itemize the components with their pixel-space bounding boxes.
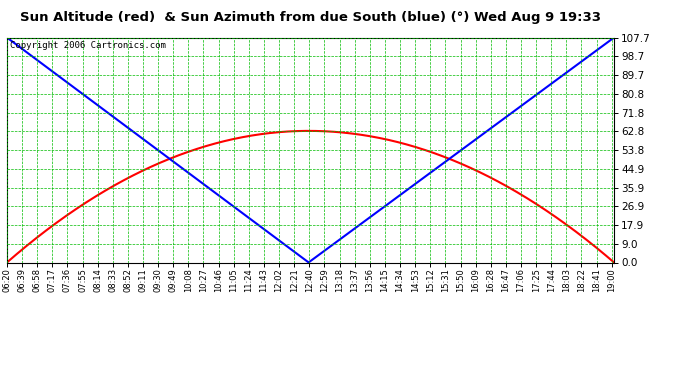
Text: Copyright 2006 Cartronics.com: Copyright 2006 Cartronics.com — [10, 41, 166, 50]
Text: Sun Altitude (red)  & Sun Azimuth from due South (blue) (°) Wed Aug 9 19:33: Sun Altitude (red) & Sun Azimuth from du… — [20, 11, 601, 24]
